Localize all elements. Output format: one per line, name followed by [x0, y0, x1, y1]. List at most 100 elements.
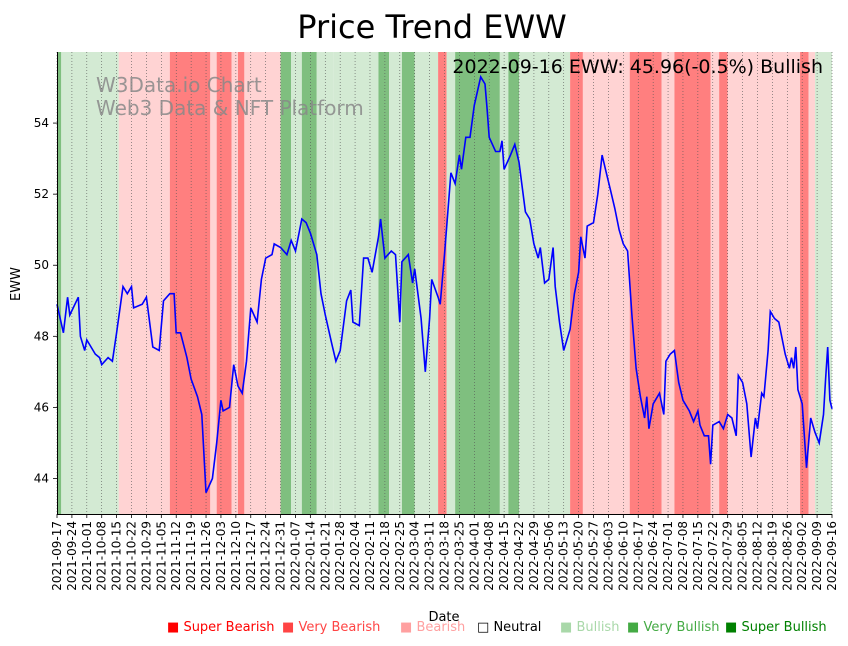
x-tick-label: 2022-03-04 [408, 521, 422, 591]
legend-label: Very Bullish [643, 620, 720, 635]
y-tick-label: 44 [34, 471, 49, 485]
latest-price-annotation: 2022-09-16 EWW: 45.96(-0.5%) Bullish [452, 56, 823, 78]
x-tick-label: 2022-07-01 [661, 521, 675, 591]
band-very-bearish [169, 52, 211, 514]
x-tick-label: 2022-03-11 [423, 521, 437, 591]
chart-title: Price Trend EWW [297, 8, 566, 46]
x-tick-label: 2021-10-08 [95, 521, 109, 591]
band-bullish [389, 52, 402, 514]
x-tick-label: 2022-05-13 [557, 521, 571, 591]
legend-marker-icon: ■ [167, 620, 180, 635]
band-bullish [61, 52, 119, 514]
eww-price-line [56, 74, 833, 494]
x-tick-label: 2022-02-04 [348, 521, 362, 591]
legend-marker-icon: ■ [725, 620, 738, 635]
x-tick-label: 2021-12-24 [259, 521, 273, 591]
x-tick-label: 2022-06-10 [616, 521, 630, 591]
x-tick-label: 2022-07-22 [706, 521, 720, 591]
legend-label: Neutral [493, 620, 542, 635]
x-tick-label: 2022-02-11 [363, 521, 377, 591]
legend-label: Bullish [576, 620, 620, 635]
x-tick-label: 2022-05-27 [587, 521, 601, 591]
x-tick-label: 2022-05-06 [542, 521, 556, 591]
legend-item-bearish: ■ Bearish [400, 620, 465, 635]
x-tick-label: 2022-09-09 [810, 521, 824, 591]
x-tick-label: 2022-05-20 [572, 521, 586, 591]
legend-marker-icon: ■ [282, 620, 295, 635]
legend-marker-icon: ■ [400, 620, 413, 635]
x-tick-label: 2021-09-17 [50, 521, 64, 591]
x-tick-label: 2022-03-25 [452, 521, 466, 591]
x-tick-label: 2022-09-16 [825, 521, 839, 591]
band-very-bearish [674, 52, 711, 514]
band-bearish [244, 52, 281, 514]
band-very-bearish [629, 52, 662, 514]
x-tick-label: 2022-01-28 [333, 521, 347, 591]
legend-label: Super Bearish [183, 620, 275, 635]
x-tick-label: 2022-08-19 [765, 521, 779, 591]
x-tick-label: 2021-11-05 [154, 521, 168, 591]
y-tick-label: 50 [34, 258, 49, 272]
band-very-bearish [216, 52, 232, 514]
y-axis-label: EWW [9, 267, 24, 301]
x-tick-label: 2021-10-22 [125, 521, 139, 591]
x-tick-label: 2022-06-24 [646, 521, 660, 591]
band-bullish [814, 52, 832, 514]
x-tick-label: 2022-03-18 [438, 521, 452, 591]
x-tick-label: 2021-11-19 [184, 521, 198, 591]
x-tick-label: 2022-07-29 [721, 521, 735, 591]
x-tick-label: 2022-01-21 [318, 521, 332, 591]
x-tick-label: 2021-10-01 [80, 521, 94, 591]
band-very-bullish [455, 52, 500, 514]
band-very-bearish [800, 52, 809, 514]
legend-label: Super Bullish [741, 620, 827, 635]
y-tick-label: 46 [34, 400, 49, 414]
x-tick-label: 2021-12-17 [244, 521, 258, 591]
x-tick-label: 2022-04-01 [467, 521, 481, 591]
sentiment-legend: ■ Super Bearish ■ Very Bearish ■ Bearish… [0, 620, 848, 640]
band-bullish [291, 52, 302, 514]
band-bullish [446, 52, 456, 514]
band-bearish [710, 52, 720, 514]
x-tick-label: 2022-06-03 [601, 521, 615, 591]
legend-item-very-bearish: ■ Very Bearish [282, 620, 380, 635]
band-bearish [808, 52, 815, 514]
x-tick-label: 2022-08-05 [736, 521, 750, 591]
y-tick-label: 52 [34, 187, 49, 201]
watermark-line-1: W3Data.io Chart [96, 73, 262, 97]
y-tick-label: 54 [34, 116, 49, 130]
x-tick-label: 2022-04-08 [482, 521, 496, 591]
band-bearish [727, 52, 801, 514]
x-tick-label: 2022-04-22 [512, 521, 526, 591]
x-tick-label: 2022-02-18 [378, 521, 392, 591]
x-tick-label: 2021-11-26 [199, 521, 213, 591]
legend-label: Bearish [416, 620, 466, 635]
legend-item-bullish: ■ Bullish [560, 620, 619, 635]
band-very-bullish [378, 52, 390, 514]
band-bullish [414, 52, 439, 514]
x-tick-label: 2022-08-26 [780, 521, 794, 591]
x-tick-label: 2022-02-25 [393, 521, 407, 591]
band-bearish [210, 52, 217, 514]
legend-item-super-bearish: ■ Super Bearish [167, 620, 275, 635]
x-tick-label: 2022-07-08 [676, 521, 690, 591]
legend-marker-icon: ■ [627, 620, 640, 635]
x-tick-label: 2021-12-03 [214, 521, 228, 591]
x-tick-label: 2022-01-14 [303, 521, 317, 591]
band-bullish [333, 52, 379, 514]
sentiment-bands [57, 52, 832, 514]
band-bearish [118, 52, 170, 514]
y-axis-ticks: 44 46 48 50 52 54 [34, 116, 57, 485]
x-tick-label: 2021-10-29 [139, 521, 153, 591]
x-tick-label: 2021-10-15 [110, 521, 124, 591]
x-tick-label: 2022-07-15 [691, 521, 705, 591]
band-very-bullish [301, 52, 317, 514]
x-axis-label: Date [428, 610, 459, 625]
band-bearish [582, 52, 630, 514]
x-tick-label: 2021-12-31 [274, 521, 288, 591]
legend-label: Very Bearish [298, 620, 381, 635]
band-very-bearish [237, 52, 245, 514]
band-very-bullish [57, 52, 62, 514]
band-bearish [231, 52, 238, 514]
x-tick-label: 2021-12-10 [229, 521, 243, 591]
